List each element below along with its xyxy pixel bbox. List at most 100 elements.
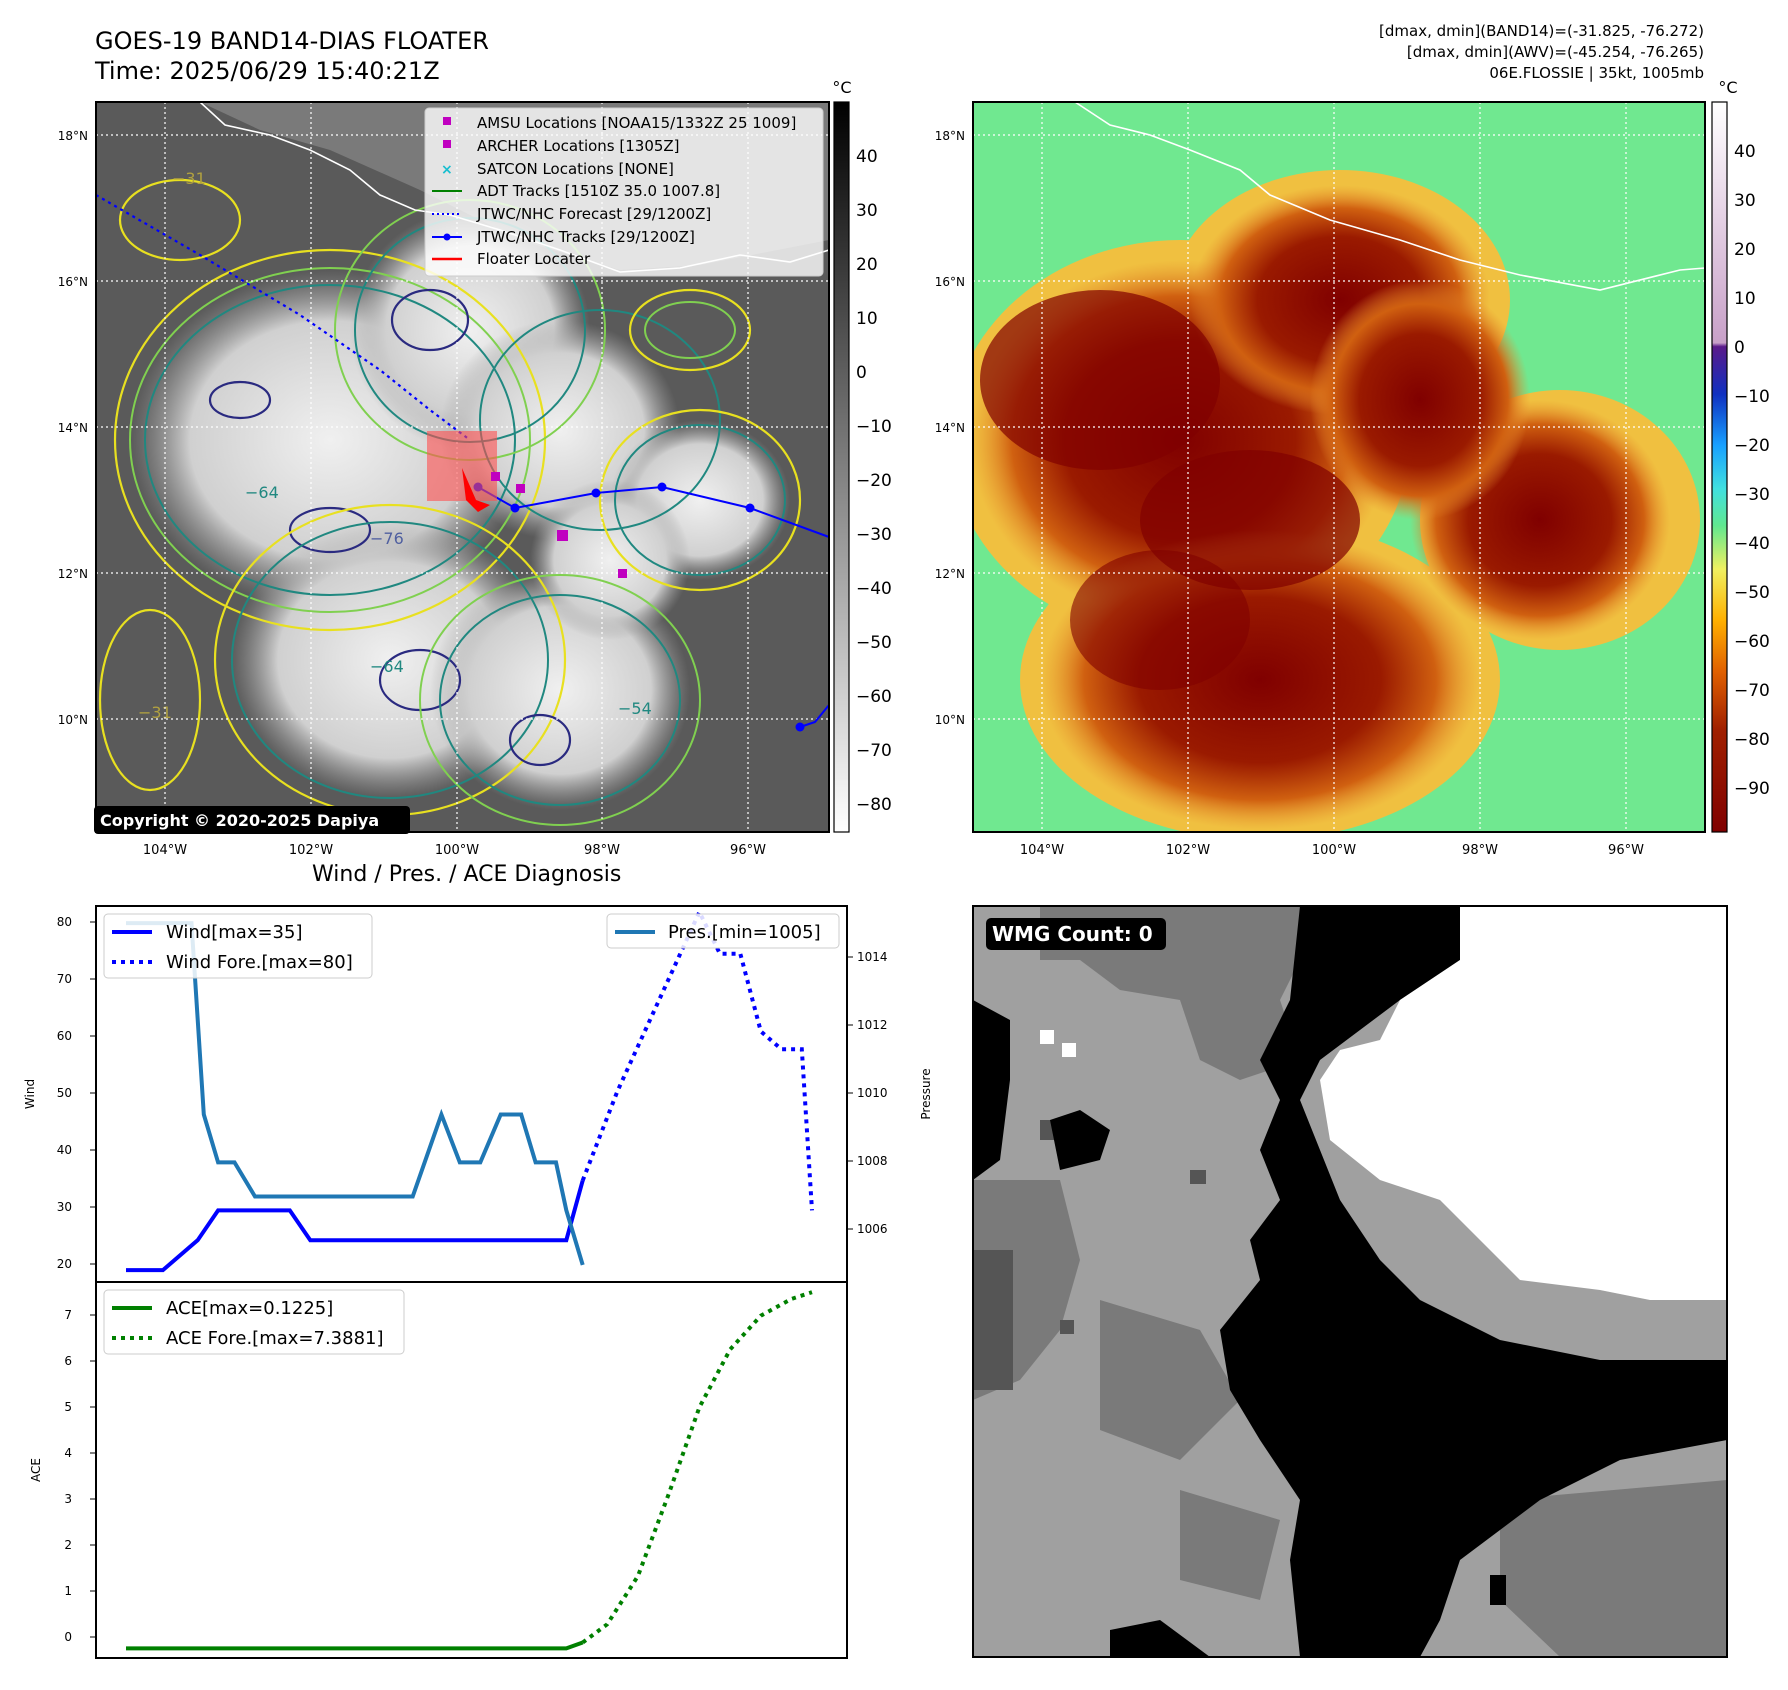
ace-tick-marks	[90, 1314, 96, 1638]
svg-text:−50: −50	[856, 633, 892, 653]
ace-fore-legend-text: ACE Fore.[max=7.3881]	[166, 1328, 384, 1349]
contour-label: −76	[370, 529, 404, 548]
wind-series-line	[126, 1179, 585, 1273]
wmg-black-cells	[973, 906, 1727, 1657]
diagnosis-panel: 80 70 60 50 40 30 20 Wind 1014 1012 1010…	[23, 905, 933, 1659]
wmg-mid-gray-cells	[973, 906, 1727, 1657]
svg-text:×: ×	[441, 162, 453, 178]
svg-text:60: 60	[57, 1029, 72, 1043]
ace-series-group	[126, 1290, 813, 1651]
ace-series-line	[126, 1640, 584, 1651]
contour-labels: −31 −64 −76 −64 −54 −31	[138, 169, 652, 722]
right-lon-labels: 104°W 102°W 100°W 98°W 96°W	[1020, 843, 1644, 858]
pressure-legend-text: Pres.[min=1005]	[668, 922, 821, 943]
copyright-badge	[94, 806, 410, 834]
awv-map-panel: 18°N 16°N 14°N 12°N 10°N 104°W 102°W 100…	[935, 78, 1770, 858]
copyright-text: Copyright © 2020-2025 Dapiya	[100, 811, 379, 830]
svg-text:−70: −70	[1734, 681, 1770, 701]
ir-map-frame	[95, 101, 830, 833]
left-lat-labels: 18°N 16°N 14°N 12°N 10°N	[58, 129, 88, 727]
svg-text:14°N: 14°N	[935, 421, 965, 435]
svg-text:−20: −20	[856, 471, 892, 491]
svg-text:80: 80	[57, 915, 72, 929]
legend-jtwc-forecast: JTWC/NHC Forecast [29/1200Z]	[476, 205, 711, 223]
svg-text:14°N: 14°N	[58, 421, 88, 435]
ace-legend-text: ACE[max=0.1225]	[166, 1298, 333, 1319]
svg-text:104°W: 104°W	[143, 843, 187, 858]
svg-text:1006: 1006	[857, 1222, 888, 1236]
svg-text:−80: −80	[856, 795, 892, 815]
svg-text:16°N: 16°N	[58, 275, 88, 289]
wind-legend-text: Wind[max=35]	[166, 922, 303, 943]
svg-text:−30: −30	[1734, 485, 1770, 505]
gray-colorbar	[833, 101, 850, 833]
svg-text:10°N: 10°N	[935, 713, 965, 727]
color-colorbar	[1711, 101, 1728, 833]
pressure-series-group	[126, 921, 585, 1266]
svg-text:0: 0	[856, 363, 867, 383]
svg-text:30: 30	[1734, 191, 1756, 211]
svg-text:−80: −80	[1734, 730, 1770, 750]
wmg-panel: WMG Count: 0	[972, 905, 1728, 1658]
contour-label: −31	[172, 169, 206, 188]
floater-locater	[462, 468, 490, 512]
svg-text:18°N: 18°N	[935, 129, 965, 143]
svg-text:−40: −40	[1734, 534, 1770, 554]
svg-text:0: 0	[64, 1630, 72, 1644]
svg-text:98°W: 98°W	[1462, 843, 1498, 858]
ace-axis-label: ACE	[29, 1458, 43, 1482]
svg-text:1: 1	[64, 1584, 72, 1598]
wind-tick-marks	[90, 921, 96, 1265]
svg-text:−60: −60	[1734, 632, 1770, 652]
right-colorbar-ticks: 40 30 20 10 0 −10 −20 −30 −40 −50 −60 −7…	[1734, 142, 1770, 799]
ir-map-panel: −31 −64 −76 −64 −54 −31	[58, 78, 892, 858]
ace-ticks: 7 6 5 4 3 2 1 0	[64, 1308, 72, 1644]
svg-text:10: 10	[1734, 289, 1756, 309]
svg-text:−50: −50	[1734, 583, 1770, 603]
svg-text:98°W: 98°W	[584, 843, 620, 858]
wmg-count-label: WMG Count: 0	[992, 922, 1153, 946]
jtwc-track-line	[477, 485, 829, 538]
map-legend: AMSU Locations [NOAA15/1332Z 25 1009] AR…	[424, 107, 824, 277]
pressure-legend: Pres.[min=1005]	[606, 913, 840, 949]
wind-ticks: 80 70 60 50 40 30 20	[57, 915, 72, 1271]
wind-series-group	[126, 907, 814, 1273]
contour-label: −64	[245, 483, 279, 502]
svg-text:70: 70	[57, 972, 72, 986]
svg-text:−70: −70	[856, 741, 892, 761]
svg-text:1008: 1008	[857, 1154, 888, 1168]
legend-archer: ARCHER Locations [1305Z]	[477, 137, 680, 155]
svg-text:−20: −20	[1734, 436, 1770, 456]
svg-text:−10: −10	[856, 417, 892, 437]
figure-title: GOES-19 BAND14-DIAS FLOATER	[95, 27, 489, 55]
svg-text:40: 40	[856, 147, 878, 167]
svg-text:−90: −90	[1734, 779, 1770, 799]
map-gridlines-right	[973, 102, 1705, 832]
svg-text:−10: −10	[1734, 387, 1770, 407]
contour-label: −31	[138, 703, 172, 722]
contour-label: −54	[618, 699, 652, 718]
left-lon-labels: 104°W 102°W 100°W 98°W 96°W	[143, 843, 766, 858]
svg-text:102°W: 102°W	[1166, 843, 1210, 858]
floater-box	[427, 431, 497, 501]
svg-text:5: 5	[64, 1400, 72, 1414]
pressure-series-line	[126, 921, 585, 1266]
band14-stat: [dmax, dmin](BAND14)=(-31.825, -76.272)	[1379, 22, 1704, 40]
svg-text:40: 40	[1734, 142, 1756, 162]
diagnosis-title: Wind / Pres. / ACE Diagnosis	[312, 862, 622, 887]
svg-text:96°W: 96°W	[1608, 843, 1644, 858]
legend-amsu: AMSU Locations [NOAA15/1332Z 25 1009]	[477, 114, 796, 132]
svg-text:−30: −30	[856, 525, 892, 545]
svg-text:6: 6	[64, 1354, 72, 1368]
right-lat-labels: 18°N 16°N 14°N 12°N 10°N	[935, 129, 965, 727]
svg-text:100°W: 100°W	[435, 843, 479, 858]
wind-series-line	[580, 907, 814, 1211]
svg-text:1010: 1010	[857, 1086, 888, 1100]
svg-text:20: 20	[1734, 240, 1756, 260]
svg-text:96°W: 96°W	[730, 843, 766, 858]
svg-text:10°N: 10°N	[58, 713, 88, 727]
awv-stat: [dmax, dmin](AWV)=(-45.254, -76.265)	[1406, 43, 1704, 61]
svg-text:2: 2	[64, 1538, 72, 1552]
wmg-frame	[972, 905, 1728, 1658]
temperature-contours	[98, 178, 802, 826]
